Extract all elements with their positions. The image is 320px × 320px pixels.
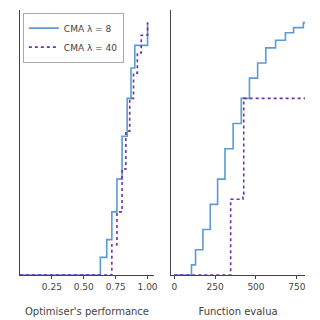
svg-text:0: 0 bbox=[171, 282, 177, 292]
svg-text:750: 750 bbox=[288, 282, 305, 292]
svg-text:1.00: 1.00 bbox=[138, 282, 158, 292]
svg-text:Optimiser's performance: Optimiser's performance bbox=[25, 306, 149, 317]
svg-text:250: 250 bbox=[207, 282, 224, 292]
svg-text:0.75: 0.75 bbox=[106, 282, 126, 292]
svg-text:CMA λ = 8: CMA λ = 8 bbox=[64, 24, 112, 34]
svg-text:CMA λ = 40: CMA λ = 40 bbox=[64, 43, 117, 53]
svg-text:0.50: 0.50 bbox=[74, 282, 94, 292]
svg-text:0.25: 0.25 bbox=[42, 282, 62, 292]
svg-text:500: 500 bbox=[247, 282, 264, 292]
svg-text:Function evalua: Function evalua bbox=[198, 306, 277, 317]
